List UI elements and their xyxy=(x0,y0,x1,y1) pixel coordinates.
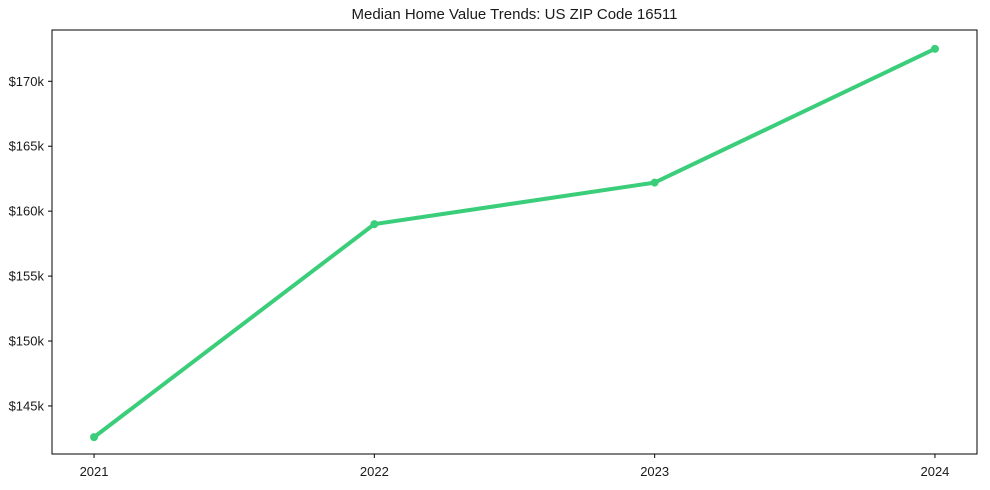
x-tick-label: 2022 xyxy=(360,464,389,479)
y-tick-label: $160k xyxy=(9,204,45,219)
y-tick-label: $155k xyxy=(9,269,45,284)
data-point xyxy=(930,44,939,53)
data-point xyxy=(370,220,379,229)
x-tick-label: 2021 xyxy=(80,464,109,479)
y-tick-label: $170k xyxy=(9,74,45,89)
x-tick-label: 2024 xyxy=(920,464,949,479)
y-tick-label: $165k xyxy=(9,139,45,154)
trend-line xyxy=(92,46,937,440)
y-tick-label: $145k xyxy=(9,398,45,413)
data-point xyxy=(90,433,99,442)
data-point xyxy=(650,178,659,187)
x-tick-label: 2023 xyxy=(640,464,669,479)
chart-title: Median Home Value Trends: US ZIP Code 16… xyxy=(351,6,678,23)
plot-border xyxy=(51,29,978,455)
y-tick-label: $150k xyxy=(9,334,45,349)
